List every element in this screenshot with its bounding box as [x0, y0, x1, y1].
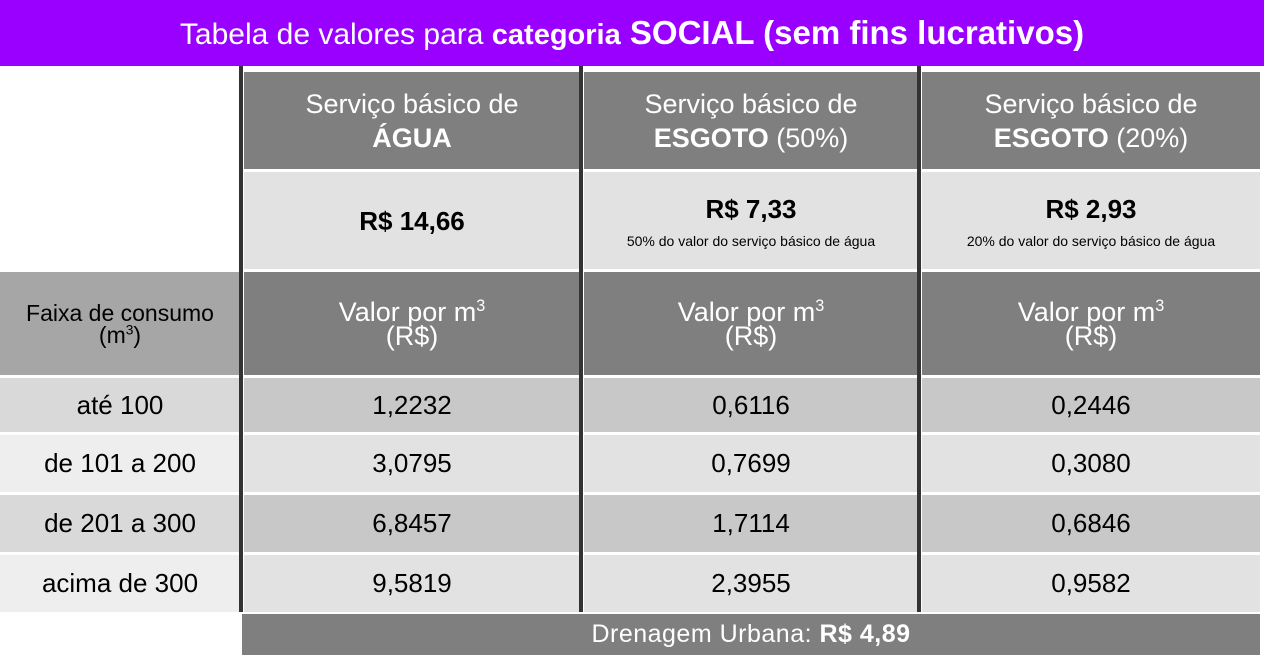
faixa-header-close: ) [133, 321, 142, 348]
price-agua: R$ 14,66 [244, 172, 580, 269]
header-esgoto-50-bold: ESGOTO [653, 122, 769, 153]
faixa-header-unit: (m [98, 321, 126, 348]
valor-header-esgoto-20-line1: Valor por m [1017, 296, 1156, 327]
valor-header-esgoto-50-line2: (R$) [724, 320, 778, 351]
valor-header-esgoto-20: Valor por m3 (R$) [922, 272, 1260, 375]
column-divider [239, 66, 243, 612]
valor-header-agua-line2: (R$) [385, 320, 439, 351]
row-value-esgoto-20: 0,6846 [922, 495, 1260, 552]
row-value-agua: 6,8457 [244, 495, 580, 552]
price-esgoto-20-note: 20% do valor do serviço básico de água [966, 232, 1216, 249]
title-bold-small: categoria [491, 19, 621, 51]
row-value-esgoto-20: 0,9582 [922, 555, 1260, 612]
valor-header-agua-sup: 3 [476, 296, 486, 315]
row-value-esgoto-50: 2,3955 [584, 555, 918, 612]
title-bold-large: SOCIAL (sem fins lucrativos) [620, 14, 1085, 51]
header-agua-bold: ÁGUA [372, 122, 452, 153]
row-label: acima de 300 [0, 555, 240, 612]
price-esgoto-50-amount: R$ 7,33 [705, 193, 797, 224]
header-esgoto-50: Serviço básico de ESGOTO (50%) [584, 72, 918, 169]
header-esgoto-20-bold: ESGOTO [993, 122, 1109, 153]
row-value-esgoto-50: 0,6116 [584, 378, 918, 432]
valor-header-esgoto-20-sup: 3 [1155, 296, 1165, 315]
row-label: até 100 [0, 378, 240, 432]
header-esgoto-50-line1: Serviço básico de [644, 88, 858, 119]
title-prefix: Tabela de valores para [179, 18, 492, 51]
faixa-header-line1: Faixa de consumo [26, 299, 214, 326]
row-label: de 201 a 300 [0, 495, 240, 552]
column-divider [579, 66, 583, 612]
price-esgoto-50-note: 50% do valor do serviço básico de água [626, 232, 876, 249]
valor-header-agua-line1: Valor por m [338, 296, 477, 327]
drenagem-label: Drenagem Urbana: [591, 620, 820, 648]
faixa-header: Faixa de consumo (m3) [0, 272, 240, 375]
faixa-header-sup: 3 [125, 321, 134, 337]
header-esgoto-20: Serviço básico de ESGOTO (20%) [922, 72, 1260, 169]
valor-header-agua: Valor por m3 (R$) [244, 272, 580, 375]
drenagem-footer: Drenagem Urbana: R$ 4,89 [242, 614, 1260, 655]
header-esgoto-20-line1: Serviço básico de [984, 88, 1198, 119]
row-value-esgoto-20: 0,3080 [922, 435, 1260, 492]
header-esgoto-20-suffix: (20%) [1108, 122, 1189, 153]
row-value-esgoto-50: 1,7114 [584, 495, 918, 552]
valor-header-esgoto-50: Valor por m3 (R$) [584, 272, 918, 375]
price-esgoto-50: R$ 7,33 50% do valor do serviço básico d… [584, 172, 918, 269]
column-divider [917, 66, 921, 612]
row-value-esgoto-50: 0,7699 [584, 435, 918, 492]
row-value-agua: 3,0795 [244, 435, 580, 492]
price-esgoto-20: R$ 2,93 20% do valor do serviço básico d… [922, 172, 1260, 269]
drenagem-value: R$ 4,89 [819, 620, 911, 648]
row-value-agua: 1,2232 [244, 378, 580, 432]
header-agua: Serviço básico de ÁGUA [244, 72, 580, 169]
valor-header-esgoto-50-line1: Valor por m [677, 296, 816, 327]
header-agua-line1: Serviço básico de [305, 88, 519, 119]
row-label: de 101 a 200 [0, 435, 240, 492]
table-title: Tabela de valores para categoria SOCIAL … [0, 0, 1264, 66]
price-esgoto-20-amount: R$ 2,93 [1045, 193, 1137, 224]
row-value-esgoto-20: 0,2446 [922, 378, 1260, 432]
row-value-agua: 9,5819 [244, 555, 580, 612]
header-esgoto-50-suffix: (50%) [768, 122, 849, 153]
price-agua-amount: R$ 14,66 [359, 205, 465, 236]
valor-header-esgoto-20-line2: (R$) [1064, 320, 1118, 351]
valor-header-esgoto-50-sup: 3 [815, 296, 825, 315]
